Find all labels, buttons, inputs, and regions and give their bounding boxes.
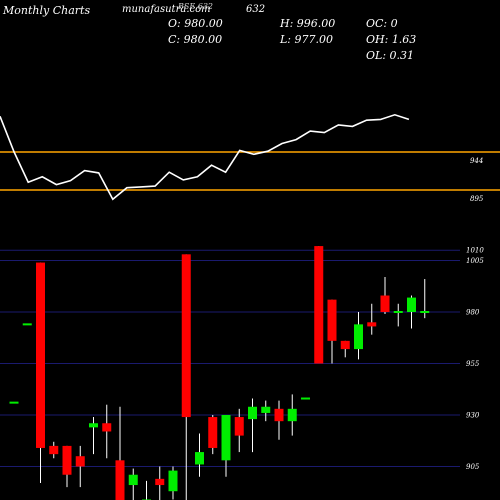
y-tick-955: 955: [466, 360, 480, 368]
candle-body-11: [155, 478, 165, 486]
candle-body-19: [261, 406, 271, 413]
candle-body-24: [327, 299, 337, 341]
y-tick-905: 905: [466, 463, 480, 471]
candle-body-8: [115, 460, 125, 500]
line-chart: 944 895: [0, 113, 500, 203]
candle-body-28: [380, 295, 390, 312]
candle-body-18: [248, 406, 257, 420]
candle-body-22: [301, 397, 310, 400]
candle-body-14: [195, 452, 204, 465]
level-label-944: 944: [470, 157, 483, 165]
candle-body-2: [36, 262, 45, 448]
candle-body-12: [168, 470, 178, 492]
candle-body-17: [234, 417, 244, 436]
candle-body-0: [9, 401, 19, 404]
y-tick-1010: 1010: [466, 247, 484, 255]
oh-value: OH: 1.63: [366, 33, 417, 46]
candle-body-4: [62, 445, 72, 475]
candle-body-7: [102, 423, 112, 432]
high-value: H: 996.00: [280, 17, 336, 30]
code-label: 632: [246, 4, 266, 15]
candle-body-26: [354, 324, 363, 350]
y-tick-980: 980: [466, 309, 480, 317]
symbol-label: BSE 632: [178, 2, 214, 11]
site-label: munafasutra.com: [122, 4, 211, 15]
candle-body-30: [407, 297, 416, 312]
close-value: C: 980.00: [168, 33, 223, 46]
candle-body-15: [208, 417, 218, 448]
open-value: O: 980.00: [168, 17, 223, 30]
candle-body-23: [314, 246, 324, 364]
price-line: [0, 113, 410, 201]
candle-body-25: [340, 340, 350, 350]
candle-body-1: [22, 323, 32, 326]
level-label-895: 895: [470, 195, 484, 203]
brand-label: Monthly Charts: [3, 4, 91, 17]
candle-body-20: [274, 408, 284, 422]
candle-body-29: [393, 311, 403, 313]
low-value: L: 977.00: [280, 33, 333, 46]
candle-body-5: [75, 456, 85, 467]
candle-body-16: [221, 415, 231, 461]
candle-body-13: [181, 254, 191, 418]
candle-body-27: [367, 322, 377, 327]
candle-body-31: [420, 311, 430, 313]
candle-body-3: [49, 445, 59, 455]
oc-value: OC: 0: [366, 17, 398, 30]
candle-body-6: [89, 423, 98, 428]
candle-body-9: [128, 474, 138, 486]
candle-body-21: [287, 408, 297, 422]
ol-value: OL: 0.31: [366, 49, 415, 62]
y-tick-930: 930: [466, 412, 480, 420]
y-tick-1005: 1005: [466, 257, 484, 265]
